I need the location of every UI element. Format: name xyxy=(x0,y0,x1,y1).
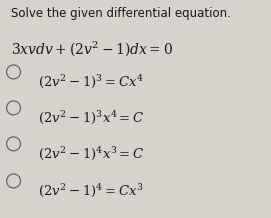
Text: $(2v^2 - 1)^4 x^3 = C$: $(2v^2 - 1)^4 x^3 = C$ xyxy=(38,145,144,162)
Text: $(2v^2 - 1)^3 = Cx^4$: $(2v^2 - 1)^3 = Cx^4$ xyxy=(38,73,144,90)
Text: $3xvdv + (2v^2 - 1)dx = 0$: $3xvdv + (2v^2 - 1)dx = 0$ xyxy=(11,39,173,58)
Text: Solve the given differential equation.: Solve the given differential equation. xyxy=(11,7,231,20)
Text: $(2v^2 - 1)^3 x^4 = C$: $(2v^2 - 1)^3 x^4 = C$ xyxy=(38,109,144,126)
Text: $(2v^2 - 1)^4 = Cx^3$: $(2v^2 - 1)^4 = Cx^3$ xyxy=(38,182,144,199)
